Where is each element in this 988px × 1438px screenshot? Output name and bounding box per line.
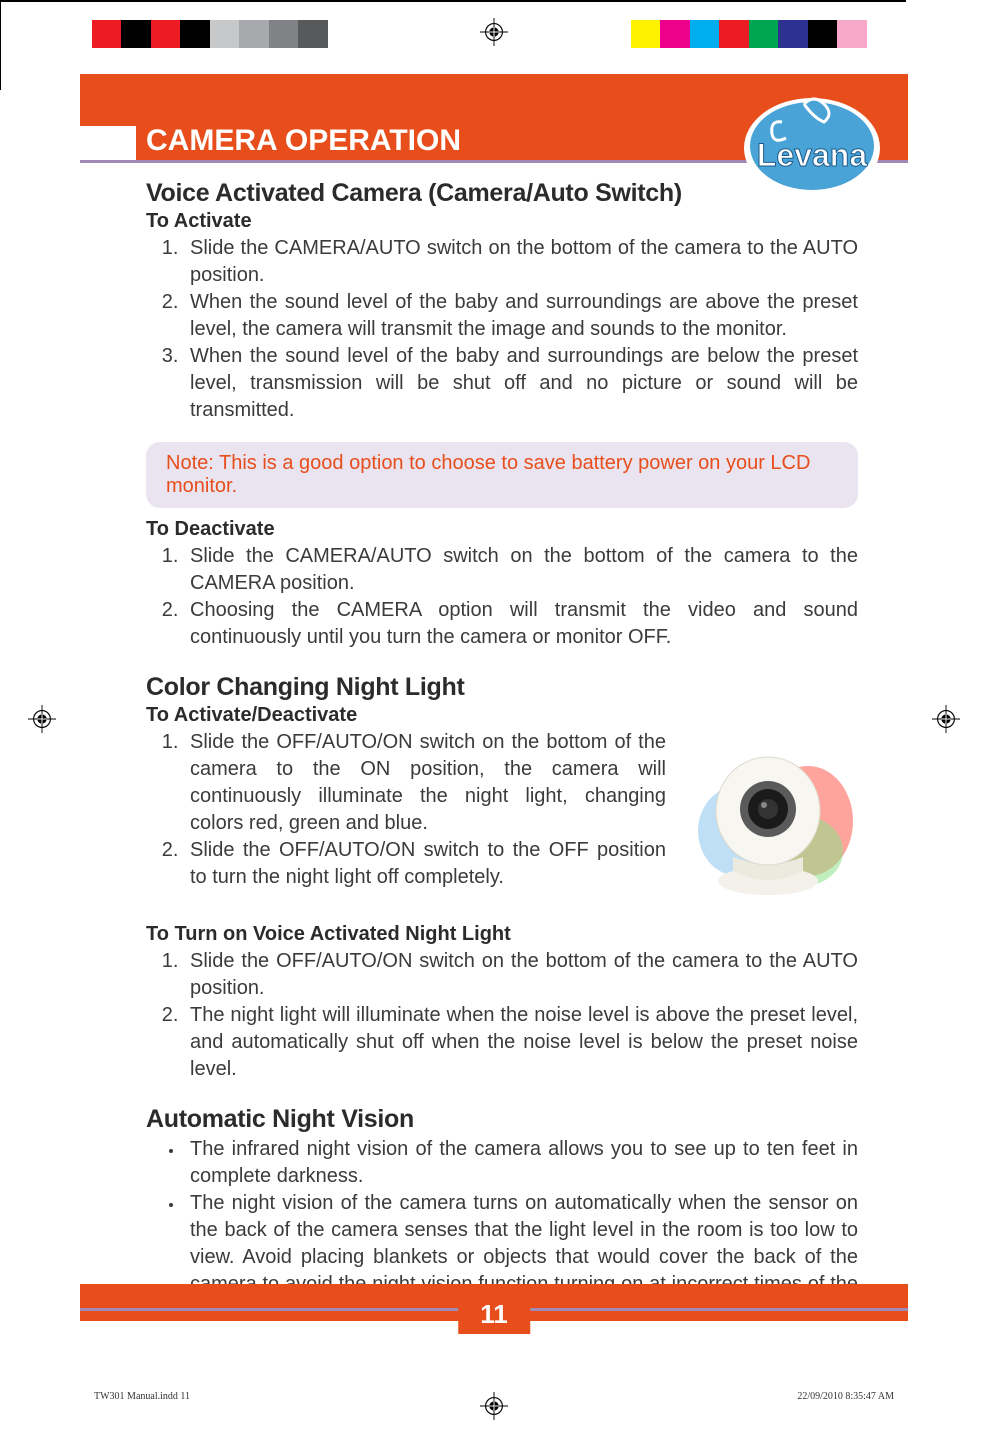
nightlight-voice-list: Slide the OFF/AUTO/ON switch on the bott…	[146, 948, 858, 1083]
swatch	[631, 20, 660, 48]
swatch	[210, 20, 239, 48]
crop-mark	[0, 24, 1, 46]
footer: 11	[80, 1284, 908, 1340]
header-notch	[80, 126, 136, 160]
deactivate-list: Slide the CAMERA/AUTO switch on the bott…	[146, 543, 858, 651]
color-bar-right	[631, 20, 896, 48]
nightlight-toggle-label: To Activate/Deactivate	[146, 704, 858, 727]
crop-mark	[0, 2, 1, 24]
swatch	[92, 20, 121, 48]
list-item: When the sound level of the baby and sur…	[184, 289, 858, 343]
swatch	[719, 20, 748, 48]
list-item: Slide the CAMERA/AUTO switch on the bott…	[184, 543, 858, 597]
swatch	[867, 20, 896, 48]
deactivate-label: To Deactivate	[146, 518, 858, 541]
nightvision-heading: Automatic Night Vision	[146, 1105, 858, 1134]
swatch	[239, 20, 268, 48]
swatch	[690, 20, 719, 48]
registration-mark-icon	[480, 18, 508, 46]
swatch	[328, 20, 357, 48]
activate-list: Slide the CAMERA/AUTO switch on the bott…	[146, 235, 858, 424]
swatch	[837, 20, 866, 48]
list-item: When the sound level of the baby and sur…	[184, 343, 858, 424]
swatch	[808, 20, 837, 48]
page-content: CAMERA OPERATION Levana Voice Activated …	[80, 74, 908, 1364]
logo-text: Levana	[757, 137, 867, 173]
list-item: Choosing the CAMERA option will transmit…	[184, 597, 858, 651]
slug-left: TW301 Manual.indd 11	[94, 1391, 190, 1402]
registration-mark-icon	[480, 1392, 508, 1420]
swatch	[749, 20, 778, 48]
section-title: CAMERA OPERATION	[146, 124, 461, 158]
slug-right: 22/09/2010 8:35:47 AM	[797, 1391, 894, 1402]
swatch	[121, 20, 150, 48]
list-item: Slide the OFF/AUTO/ON switch to the OFF …	[184, 837, 666, 891]
list-item: The infrared night vision of the camera …	[184, 1136, 858, 1190]
nightlight-voice-label: To Turn on Voice Activated Night Light	[146, 923, 858, 946]
swatch	[151, 20, 180, 48]
swatch	[298, 20, 327, 48]
swatch	[269, 20, 298, 48]
section-title-bar: CAMERA OPERATION	[136, 118, 477, 160]
page-number: 11	[480, 1299, 508, 1329]
swatch	[180, 20, 209, 48]
page-number-box: 11	[458, 1293, 530, 1334]
registration-mark-icon	[28, 705, 56, 733]
crop-mark	[0, 46, 1, 68]
activate-label: To Activate	[146, 210, 858, 233]
list-item: Slide the OFF/AUTO/ON switch on the bott…	[184, 729, 666, 837]
list-item: Slide the OFF/AUTO/ON switch on the bott…	[184, 948, 858, 1002]
crop-mark	[0, 1, 906, 2]
nightlight-toggle-list: Slide the OFF/AUTO/ON switch on the bott…	[146, 729, 666, 891]
body-content: Voice Activated Camera (Camera/Auto Swit…	[80, 163, 908, 1325]
note-box: Note: This is a good option to choose to…	[146, 442, 858, 508]
crop-mark	[0, 68, 1, 90]
list-item: The night light will illuminate when the…	[184, 1002, 858, 1083]
camera-illustration	[678, 731, 858, 901]
list-item: Slide the CAMERA/AUTO switch on the bott…	[184, 235, 858, 289]
swatch	[778, 20, 807, 48]
swatch	[660, 20, 689, 48]
color-bar-left	[92, 20, 357, 48]
note-text: Note: This is a good option to choose to…	[166, 452, 810, 497]
registration-mark-icon	[932, 705, 960, 733]
levana-logo: Levana	[734, 86, 884, 206]
nightlight-heading: Color Changing Night Light	[146, 673, 858, 702]
